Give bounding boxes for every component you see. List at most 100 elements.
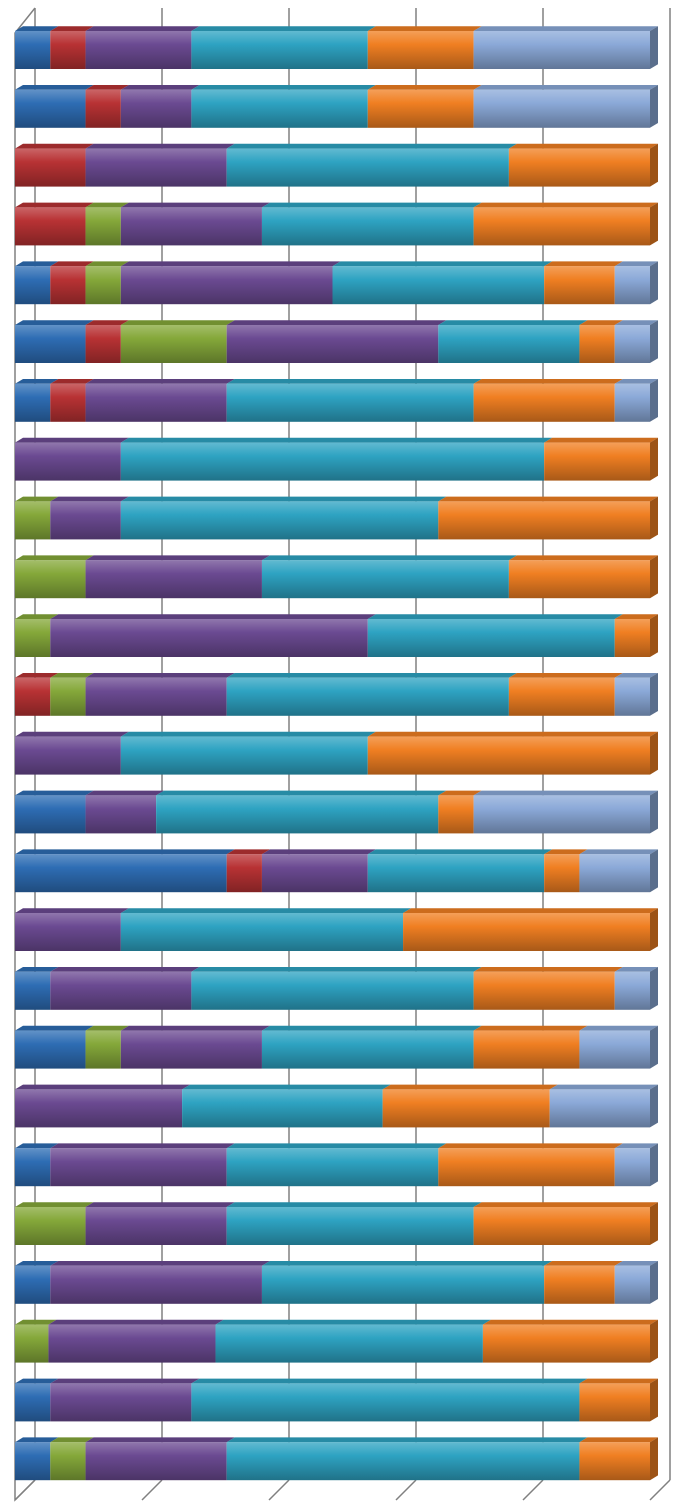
bar-segment-top (473, 790, 658, 796)
bar-segment-top (367, 849, 553, 855)
bar-segment-top (15, 1261, 59, 1266)
bar-segment-top (85, 1202, 235, 1207)
bar-segment (85, 383, 227, 422)
bar-group (15, 1437, 658, 1481)
bar-segment (15, 1030, 86, 1069)
bar-segment (50, 383, 86, 422)
bar-segment (549, 1089, 650, 1128)
bar-segment-top (226, 143, 517, 149)
bar-group (15, 85, 658, 128)
bar-segment-top (473, 26, 658, 31)
gridline-floor (649, 1479, 671, 1501)
bar-segment (85, 31, 192, 69)
bar-segment (473, 383, 615, 422)
bar-segment-top (261, 202, 482, 208)
bar-segment (15, 677, 51, 716)
bar-segment (15, 501, 51, 540)
bar-segment (579, 854, 650, 893)
bar-segment-top (120, 437, 553, 443)
bar-segment-top (15, 614, 59, 619)
bar-segment-top (182, 1084, 391, 1090)
bar-segment-top (226, 673, 517, 678)
bar-segment (50, 501, 121, 540)
bar-segment (226, 677, 509, 716)
bar-segment (15, 1265, 51, 1304)
bar-segment-top (50, 1143, 235, 1149)
bar-segment (120, 501, 439, 540)
bar-segment-top (85, 202, 129, 208)
bar-group (15, 849, 658, 893)
bar-segment (15, 1442, 51, 1481)
bar-segment (614, 971, 650, 1010)
bar-segment (15, 31, 51, 69)
bar-end-cap (650, 1025, 658, 1069)
bar-segment-top (50, 496, 129, 502)
bar-segment (614, 266, 650, 305)
bar-segment (508, 148, 650, 187)
bar-group (15, 143, 658, 187)
bar-group (15, 555, 658, 599)
bar-segment (403, 913, 650, 951)
bar-segment-top (261, 1025, 482, 1031)
bar-segment (85, 1207, 227, 1245)
bar-segment (50, 266, 86, 305)
bar-segment-top (85, 26, 200, 31)
bar-segment-top (15, 1084, 191, 1090)
bar-segment-top (85, 379, 235, 384)
bar-segment-top (48, 1319, 224, 1325)
bar-group (15, 614, 658, 657)
bar-segment (15, 619, 51, 657)
bar-group (15, 26, 658, 69)
bar-group (15, 731, 658, 775)
bar-segment-top (50, 26, 94, 31)
bar-segment (120, 736, 368, 775)
bar-segment-top (367, 85, 482, 90)
bar-segment (156, 795, 439, 834)
bar-end-cap (650, 1143, 658, 1187)
bar-segment-top (226, 320, 447, 325)
bar-segment-top (261, 555, 517, 561)
bar-segment-top (226, 1437, 588, 1443)
bar-segment-top (85, 320, 129, 325)
bar-segment-top (226, 849, 270, 855)
bar-segment (85, 89, 121, 128)
bar-segment-top (50, 379, 94, 384)
bar-segment-top (473, 379, 623, 384)
bar-segment (473, 31, 650, 69)
bar-segment-top (15, 790, 94, 796)
bar-segment-top (85, 143, 235, 149)
bar-segment (15, 795, 86, 834)
bar-segment-top (544, 1261, 623, 1266)
bar-segment-top (367, 731, 658, 737)
bar-group (15, 1025, 658, 1069)
gridline-floor (522, 1479, 544, 1501)
bar-segment-top (614, 1261, 658, 1266)
bar-group (15, 1378, 658, 1422)
bar-segment (15, 442, 121, 481)
gridline-floor (141, 1479, 163, 1501)
bar-segment (50, 1442, 86, 1481)
bar-segment-top (614, 967, 658, 972)
bar-segment-top (438, 790, 482, 796)
bar-segment-top (473, 1025, 588, 1031)
bar-segment (473, 89, 650, 128)
bar-segment (226, 325, 439, 363)
bar-segment-top (15, 1319, 57, 1325)
bar-segment-top (544, 261, 623, 267)
bar-segment-top (544, 437, 658, 443)
bar-segment-top (15, 673, 59, 678)
bar-segment-top (579, 1025, 658, 1031)
bar-segment-top (191, 967, 482, 972)
bar-segment (85, 677, 227, 716)
bar-segment-top (15, 320, 94, 325)
bar-segment (367, 89, 474, 128)
bar-segment (15, 854, 227, 893)
bar-segment-top (508, 555, 658, 561)
bar-segment (120, 89, 192, 128)
bar-segment-top (226, 1143, 447, 1149)
bar-group (15, 908, 658, 951)
bar-segment-top (15, 1025, 94, 1031)
bar-segment-top (120, 320, 235, 325)
bar-segment-top (15, 967, 59, 972)
